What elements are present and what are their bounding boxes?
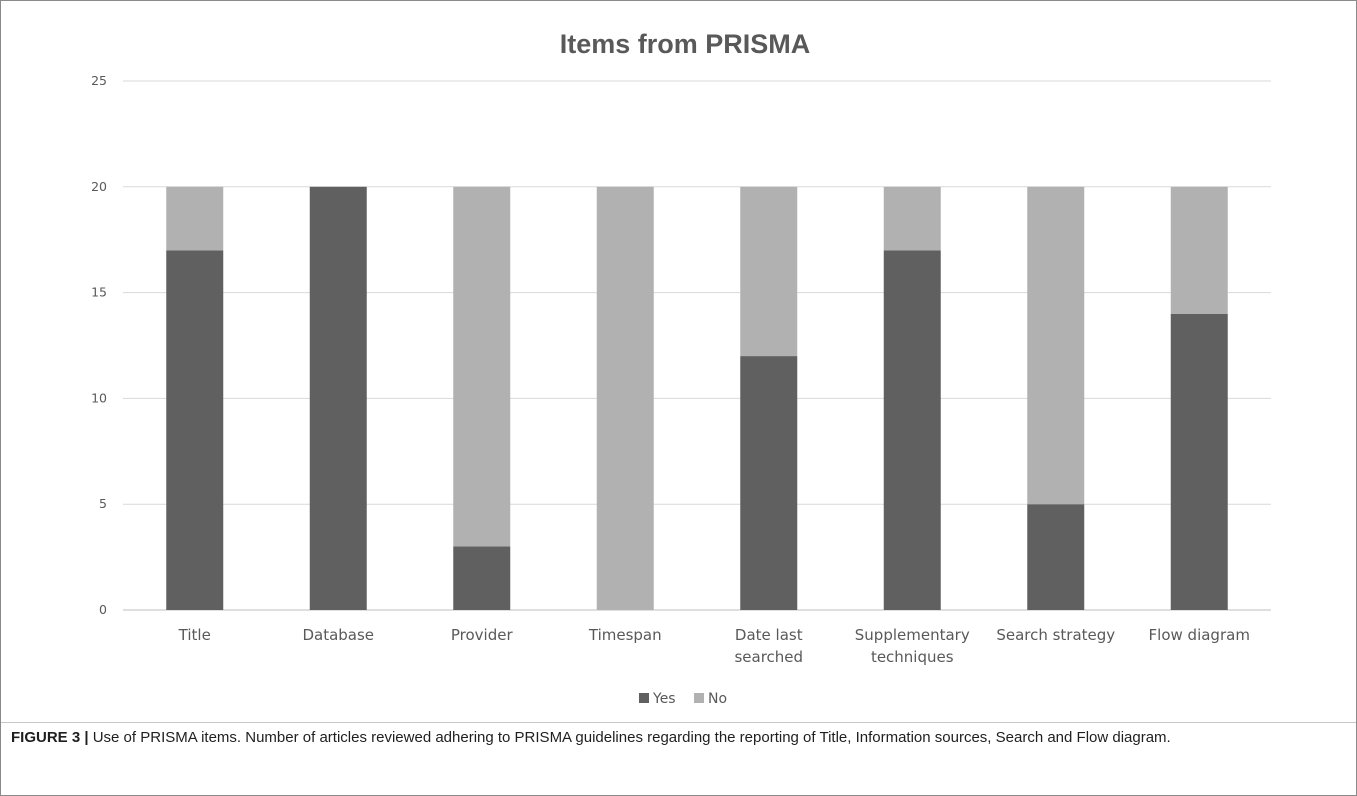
bar-no — [453, 186, 511, 547]
bar-yes — [166, 250, 224, 610]
x-category-label: searched — [734, 648, 803, 666]
bar-yes — [1027, 504, 1085, 610]
x-category-label: techniques — [871, 648, 954, 666]
y-tick-label: 5 — [99, 496, 107, 511]
bar-chart: Items from PRISMA 0 5 10 15 20 25 Title Databa… — [91, 29, 1271, 707]
bar-yes — [883, 250, 941, 610]
legend-swatch-no — [694, 693, 704, 703]
x-category-label: Title — [178, 626, 211, 644]
bar-yes — [740, 356, 798, 610]
y-tick-label: 15 — [91, 285, 107, 300]
chart-title: Items from PRISMA — [560, 29, 811, 59]
y-tick-label: 10 — [91, 390, 107, 405]
figure-caption: FIGURE 3 | Use of PRISMA items. Number o… — [11, 727, 1331, 748]
x-category-label: Database — [302, 626, 374, 644]
legend-label-yes: Yes — [652, 691, 676, 707]
y-tick-label: 20 — [91, 179, 107, 194]
bar-no — [740, 186, 798, 357]
x-category-label: Search strategy — [996, 626, 1115, 644]
x-category-label: Flow diagram — [1149, 626, 1250, 644]
bar-no — [596, 186, 654, 611]
x-category-label: Provider — [451, 626, 514, 644]
x-category-label: Date last — [735, 626, 803, 644]
bar-no — [166, 186, 224, 251]
bar-yes — [453, 546, 511, 610]
x-category-label: Timespan — [588, 626, 662, 644]
x-category-label: Supplementary — [855, 626, 970, 644]
caption-text: Use of PRISMA items. Number of articles … — [88, 729, 1171, 746]
y-tick-label: 0 — [99, 602, 107, 617]
bar-no — [1027, 186, 1085, 505]
bar-yes — [309, 186, 367, 611]
caption-divider — [1, 722, 1356, 723]
legend-swatch-yes — [639, 693, 649, 703]
caption-label: FIGURE 3 | — [11, 729, 89, 746]
legend-label-no: No — [708, 691, 727, 707]
bar-no — [883, 186, 941, 251]
bar-no — [1170, 186, 1228, 314]
bar-yes — [1170, 313, 1228, 610]
y-tick-label: 25 — [91, 73, 107, 88]
